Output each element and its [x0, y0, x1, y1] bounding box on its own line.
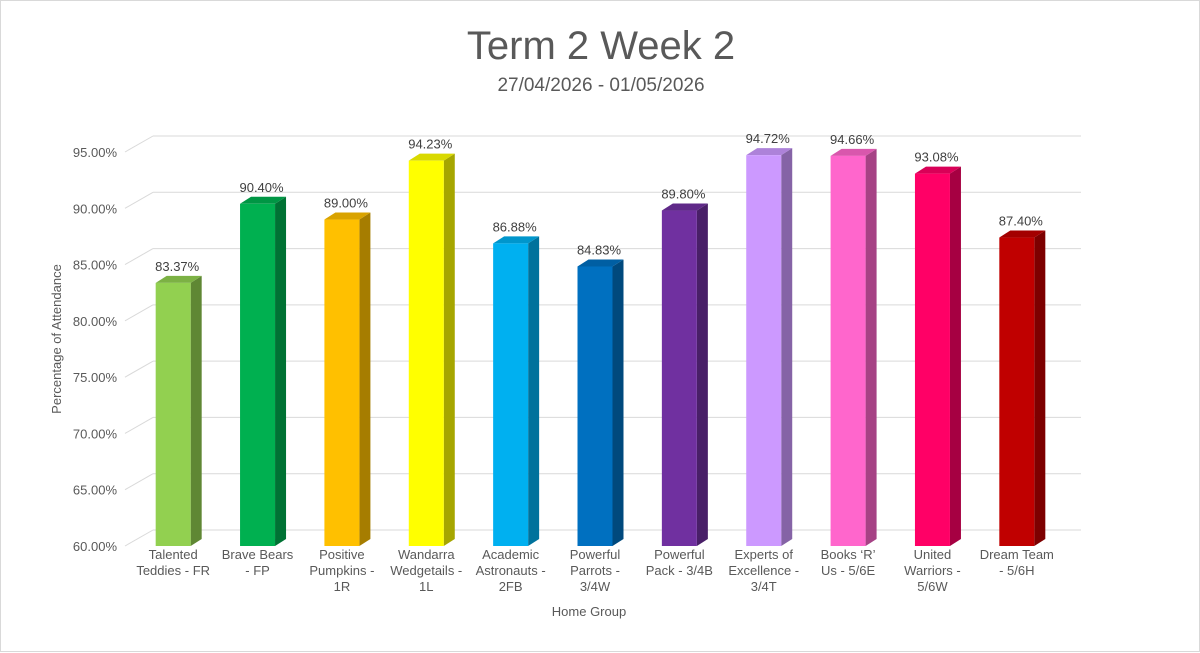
bar-front: [830, 155, 866, 546]
y-tick-label: 85.00%: [73, 258, 118, 273]
data-label: 94.23%: [408, 137, 453, 152]
bar: 84.83%: [577, 242, 624, 546]
y-tick-label: 60.00%: [73, 539, 118, 554]
bar-top: [914, 166, 961, 174]
gridline-diagonal: [124, 416, 154, 434]
bar: 93.08%: [914, 150, 961, 546]
bar: 89.80%: [661, 187, 708, 546]
x-tick-label: Experts of Excellence -3/4T: [728, 547, 799, 594]
x-tick-label: Academic Astronauts -2FB: [476, 547, 546, 594]
bar-top: [999, 230, 1046, 238]
y-axis-title: Percentage of Attendance: [49, 264, 64, 414]
gridline-diagonal: [124, 529, 154, 547]
bar-side: [781, 148, 793, 547]
data-label: 84.83%: [577, 242, 622, 257]
x-tick-label: Dream Team - 5/6H: [980, 547, 1054, 578]
data-label: 94.72%: [746, 131, 791, 146]
bar-side: [612, 259, 624, 546]
bar-side: [949, 166, 961, 546]
x-tick-label: United Warriors -5/6W: [904, 547, 961, 594]
gridline-diagonal: [124, 248, 154, 266]
x-tick-label: Powerful Parrots -3/4W: [570, 547, 621, 594]
bar-front: [408, 160, 444, 546]
bar: 89.00%: [324, 196, 371, 547]
y-tick-label: 75.00%: [73, 370, 118, 385]
chart-title: Term 2 Week 2: [467, 24, 735, 68]
x-tick-label: Positive Pumpkins -1R: [309, 547, 374, 594]
bar-top: [577, 259, 624, 267]
x-tick-label: Powerful Pack - 3/4B: [646, 547, 713, 578]
bar-front: [661, 210, 697, 546]
y-tick-label: 65.00%: [73, 483, 118, 498]
data-label: 90.40%: [239, 180, 284, 195]
x-axis: Talented Teddies - FR Brave Bears - FP Posit…: [136, 547, 1054, 594]
bar-top: [155, 275, 202, 283]
bar-top: [746, 148, 793, 156]
bar-side: [528, 236, 540, 546]
bar-top: [240, 196, 287, 204]
gridline-diagonal: [124, 191, 154, 209]
bar-front: [914, 173, 950, 546]
bar-side: [696, 203, 708, 546]
bar-side: [865, 148, 877, 546]
x-tick-label: Books ‘R’ Us - 5/6E: [821, 547, 876, 578]
bar: 94.72%: [746, 131, 793, 547]
gridline-diagonal: [124, 473, 154, 491]
data-label: 89.80%: [661, 187, 706, 202]
bar-side: [443, 153, 455, 546]
data-label: 87.40%: [999, 214, 1044, 229]
bar-side: [359, 212, 371, 547]
bar-top: [493, 236, 540, 244]
bar-top: [324, 212, 371, 220]
y-axis: 60.00% 65.00% 70.00% 75.00% 80.00% 85.00% 90.0…: [73, 145, 118, 554]
bar-front: [999, 237, 1035, 546]
gridline-diagonal: [124, 304, 154, 322]
bar: 90.40%: [239, 180, 287, 547]
bar-top: [408, 153, 455, 161]
x-axis-title: Home Group: [552, 604, 626, 619]
x-tick-label: Brave Bears - FP: [222, 547, 294, 578]
bar: 94.23%: [408, 137, 455, 546]
bars: 83.37% 90.40% 89.00% 94.23% 86.88% 84.83% 89.8…: [155, 131, 1046, 547]
y-tick-label: 90.00%: [73, 201, 118, 216]
y-tick-label: 80.00%: [73, 314, 118, 329]
gridline-diagonal: [124, 135, 154, 153]
bar: 94.66%: [830, 132, 877, 546]
chart-subtitle: 27/04/2026 - 01/05/2026: [497, 75, 704, 96]
bar-front: [746, 155, 782, 547]
data-label: 94.66%: [830, 132, 875, 147]
data-label: 86.88%: [493, 219, 538, 234]
data-label: 83.37%: [155, 259, 200, 274]
bar-top: [830, 148, 877, 156]
y-tick-label: 70.00%: [73, 426, 118, 441]
data-label: 93.08%: [914, 150, 959, 165]
bar-side: [1034, 230, 1046, 546]
x-tick-label: Talented Teddies - FR: [136, 547, 210, 578]
data-label: 89.00%: [324, 196, 369, 211]
bar: 87.40%: [999, 214, 1046, 546]
bar-top: [661, 203, 708, 211]
bar-front: [240, 203, 276, 547]
bar: 83.37%: [155, 259, 202, 546]
bar: 86.88%: [493, 219, 540, 546]
bar-front: [324, 219, 360, 547]
y-tick-label: 95.00%: [73, 145, 118, 160]
bar-front: [577, 266, 613, 546]
bar-side: [190, 275, 202, 546]
bar-side: [275, 196, 287, 547]
bar-front: [155, 282, 191, 546]
gridline-diagonal: [124, 360, 154, 378]
bar-front: [493, 243, 529, 546]
x-tick-label: Wandarra Wedgetails -1L: [390, 547, 462, 594]
